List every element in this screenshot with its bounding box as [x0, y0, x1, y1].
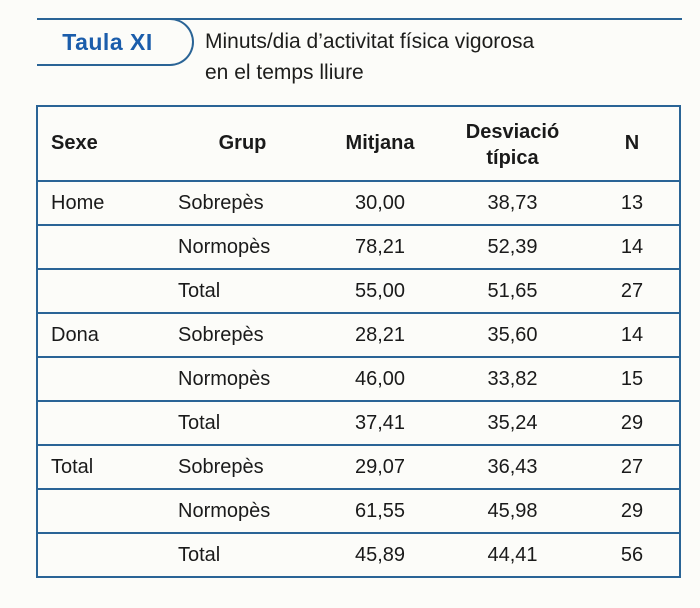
cell-sexe — [37, 533, 165, 577]
cell-sexe — [37, 269, 165, 313]
table-title-line2: en el temps lliure — [205, 61, 364, 84]
cell-n: 29 — [620, 499, 644, 522]
cell-n: 27 — [620, 279, 644, 302]
cell-sexe — [37, 489, 165, 533]
cell-grup: Normopès — [178, 235, 271, 258]
cell-desviacio: 45,98 — [487, 499, 538, 522]
cell-desviacio: 51,65 — [487, 279, 538, 302]
column-header-desviacio: Desviació típica — [465, 120, 560, 169]
statistics-table: Sexe Grup Mitjana Desviació típica N Hom… — [36, 105, 681, 578]
cell-n: 14 — [620, 323, 644, 346]
column-header-n: N — [624, 132, 640, 154]
cell-sexe: Total — [51, 455, 94, 478]
cell-desviacio: 35,60 — [487, 323, 538, 346]
table-row: Total 45,89 44,41 56 — [37, 533, 680, 577]
cell-mitjana: 61,55 — [354, 499, 406, 522]
table-row: Normopès 61,55 45,98 29 — [37, 489, 680, 533]
column-header-sexe: Sexe — [51, 132, 98, 154]
cell-n: 13 — [620, 191, 644, 214]
table-tab-label: Taula XI — [62, 28, 153, 55]
cell-mitjana: 78,21 — [354, 235, 406, 258]
cell-sexe: Home — [51, 191, 105, 214]
cell-grup: Sobrepès — [178, 455, 264, 478]
table-row: Normopès 46,00 33,82 15 — [37, 357, 680, 401]
header-top-rule — [37, 18, 682, 20]
cell-desviacio: 44,41 — [487, 543, 538, 566]
cell-n: 14 — [620, 235, 644, 258]
cell-grup: Total — [178, 411, 221, 434]
cell-grup: Sobrepès — [178, 323, 264, 346]
cell-n: 56 — [620, 543, 644, 566]
table-tab-badge: Taula XI — [37, 18, 194, 66]
cell-grup: Total — [178, 543, 221, 566]
column-header-mitjana: Mitjana — [345, 132, 415, 154]
cell-grup: Total — [178, 279, 221, 302]
cell-grup: Sobrepès — [178, 191, 264, 214]
cell-sexe — [37, 225, 165, 269]
table-body: Home Sobrepès 30,00 38,73 13 Normopès 78… — [37, 181, 680, 577]
table-title: Minuts/dia d’activitat física vigorosa e… — [205, 26, 534, 88]
cell-grup: Normopès — [178, 367, 271, 390]
cell-sexe — [37, 357, 165, 401]
table-row: Dona Sobrepès 28,21 35,60 14 — [37, 313, 680, 357]
cell-sexe: Dona — [51, 323, 99, 346]
cell-desviacio: 52,39 — [487, 235, 538, 258]
cell-desviacio: 38,73 — [487, 191, 538, 214]
table-row: Normopès 78,21 52,39 14 — [37, 225, 680, 269]
cell-n: 29 — [620, 411, 644, 434]
cell-mitjana: 37,41 — [354, 411, 406, 434]
cell-desviacio: 36,43 — [487, 455, 538, 478]
table-row: Home Sobrepès 30,00 38,73 13 — [37, 181, 680, 225]
cell-n: 27 — [620, 455, 644, 478]
cell-n: 15 — [620, 367, 644, 390]
table-row: Total 55,00 51,65 27 — [37, 269, 680, 313]
table-row: Total Sobrepès 29,07 36,43 27 — [37, 445, 680, 489]
cell-mitjana: 46,00 — [354, 367, 406, 390]
column-header-grup: Grup — [218, 132, 267, 154]
cell-mitjana: 28,21 — [354, 323, 406, 346]
cell-mitjana: 30,00 — [354, 191, 406, 214]
cell-grup: Normopès — [178, 499, 271, 522]
table-row: Total 37,41 35,24 29 — [37, 401, 680, 445]
cell-desviacio: 33,82 — [487, 367, 538, 390]
table-header-row: Sexe Grup Mitjana Desviació típica N — [37, 106, 680, 181]
cell-sexe — [37, 401, 165, 445]
table-title-line1: Minuts/dia d’activitat física vigorosa — [205, 30, 535, 53]
table-header: Sexe Grup Mitjana Desviació típica N — [37, 106, 680, 181]
cell-mitjana: 29,07 — [354, 455, 406, 478]
cell-mitjana: 45,89 — [354, 543, 406, 566]
cell-desviacio: 35,24 — [487, 411, 538, 434]
cell-mitjana: 55,00 — [354, 279, 406, 302]
